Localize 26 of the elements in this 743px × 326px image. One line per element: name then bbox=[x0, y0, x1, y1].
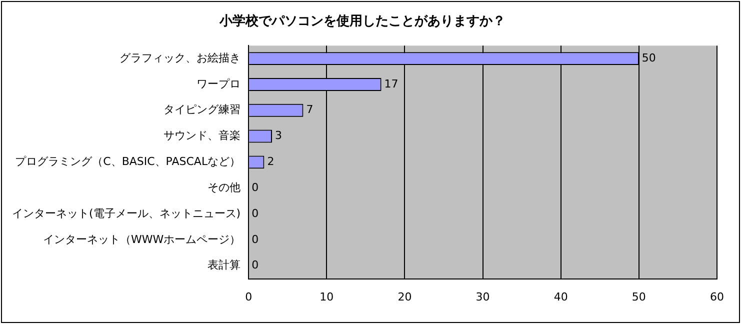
data-label: 3 bbox=[275, 129, 282, 142]
data-label: 50 bbox=[642, 51, 656, 64]
y-tick-label: タイピング練習 bbox=[164, 103, 241, 116]
y-tick-label: サウンド、音楽 bbox=[164, 129, 241, 142]
y-tick-label: インターネット（WWWホームページ） bbox=[42, 232, 241, 246]
data-label: 0 bbox=[252, 180, 259, 194]
y-tick-label: インターネット(電子メール、ネットニュース) bbox=[12, 206, 241, 220]
y-tick-label: グラフィック、お絵描き bbox=[120, 51, 241, 64]
chart-title: 小学校でパソコンを使用したことがありますか？ bbox=[218, 13, 506, 30]
x-tick-label: 40 bbox=[554, 290, 568, 304]
data-label: 2 bbox=[267, 155, 274, 168]
y-tick-label: 表計算 bbox=[208, 258, 241, 272]
data-label: 0 bbox=[252, 258, 259, 272]
x-tick-label: 20 bbox=[398, 290, 412, 304]
data-label: 7 bbox=[306, 103, 314, 116]
data-label: 0 bbox=[252, 206, 259, 220]
data-label: 0 bbox=[252, 232, 259, 246]
y-tick-label: プログラミング（C、BASIC、PASCALなど） bbox=[15, 155, 241, 168]
x-tick-label: 60 bbox=[710, 290, 724, 304]
y-tick-label: その他 bbox=[208, 180, 241, 194]
y-tick-label: ワープロ bbox=[196, 77, 241, 90]
x-tick-label: 50 bbox=[632, 290, 646, 304]
data-label: 17 bbox=[384, 77, 398, 90]
x-tick-label: 30 bbox=[476, 290, 490, 304]
x-tick-label: 10 bbox=[320, 290, 334, 304]
x-tick-label: 0 bbox=[245, 290, 252, 304]
